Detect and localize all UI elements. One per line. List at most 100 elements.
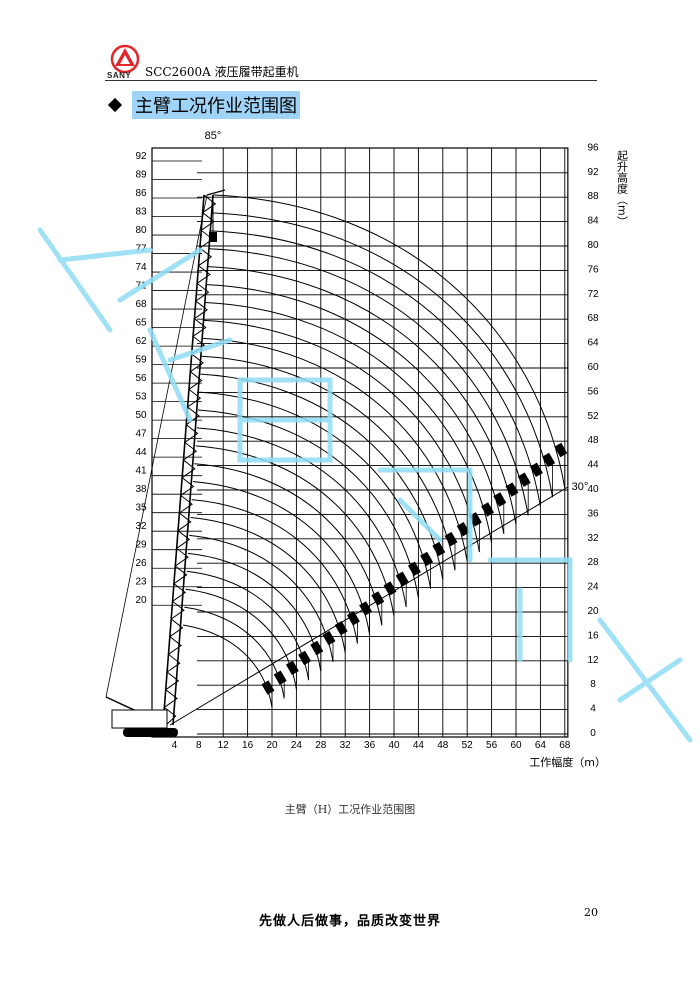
hook-block-icon [261,680,275,695]
x-tick-label: 64 [535,740,547,751]
x-tick-label: 40 [388,740,400,751]
height-tick-label: 8 [590,679,596,690]
height-tick-label: 40 [587,484,599,495]
range-curve [200,373,444,580]
range-curve [202,337,468,562]
height-tick-label: 0 [590,728,596,739]
x-tick-label: 56 [486,740,498,751]
x-tick-label: 68 [559,740,571,751]
boom-length-label: 29 [135,540,147,551]
watermark-stroke [147,327,233,423]
min-angle-line [169,486,569,726]
x-tick-label: 32 [340,740,352,751]
hook-block-icon [371,591,385,606]
watermark [37,227,693,743]
boom-length-label: 89 [135,170,147,181]
boom-lattice [163,194,217,726]
boom-length-label: 86 [135,188,147,199]
range-curve [211,212,554,498]
hook-block-icon [298,650,312,666]
hook-icon [209,232,217,242]
boom-length-label: 35 [135,503,147,514]
height-tick-label: 32 [587,533,599,544]
hook-block-icon [493,492,507,507]
boom-length-label: 26 [135,558,147,569]
boom-length-label: 80 [135,225,147,236]
hook-block-icon [310,640,324,656]
hook-block-icon [285,660,299,675]
height-tick-label: 76 [587,264,599,275]
height-tick-label: 12 [587,655,599,666]
height-tick-label: 60 [587,362,599,373]
height-tick-label: 36 [587,508,599,519]
document-model-title: SCC2600A 液压履带起重机 [145,65,299,79]
height-tick-label: 72 [587,289,599,300]
x-tick-label: 24 [291,740,303,751]
hook-block-icon [444,531,458,547]
section-heading: 主臂工况作业范围图 [107,91,300,119]
pendant-line [105,194,208,698]
page-number: 20 [584,906,598,919]
x-tick-label: 48 [437,740,449,751]
range-curve [194,463,383,626]
x-tick-label: 60 [510,740,522,751]
height-tick-label: 48 [587,435,599,446]
range-curve [195,445,395,617]
hook-block-icon [456,522,470,537]
hook-block-icon [420,551,434,567]
boom-length-label: 83 [135,207,147,218]
height-tick-label: 68 [587,313,599,324]
watermark-stroke [597,617,693,743]
boom-length-label: 59 [135,355,147,366]
hook-block-icon [432,541,446,557]
boom-length-label: 47 [135,429,147,440]
range-curve [196,427,407,608]
watermark-stroke [487,557,573,663]
hook-block-icon [273,670,287,685]
height-tick-label: 44 [587,460,599,471]
sany-logo [110,44,140,74]
range-curve [197,409,419,598]
height-tick-label: 96 [587,142,599,153]
range-curve [210,230,541,507]
boom-angle-label: 85° [205,130,222,142]
axis-labels: 4 8 12 16 20 24 28 32 36 40 44 48 52 56 60 64 6896928884… [135,130,628,769]
crane-drawing [105,189,226,737]
range-curve [199,391,432,589]
x-tick-label: 20 [266,740,278,751]
hook-block-icon [346,611,360,626]
watermark-stroke [237,377,333,463]
y-axis-label: 起升高度（m） [616,150,629,227]
header-divider [105,80,597,81]
range-curve [212,194,566,489]
hook-block-icon [322,630,336,646]
range-curve [204,319,480,553]
x-tick-label: 4 [172,740,178,751]
boom-length-label: 38 [135,484,147,495]
hook-block-icon [395,571,409,586]
range-curve [192,481,371,635]
x-tick-label: 52 [462,740,474,751]
height-tick-label: 80 [587,240,599,251]
boom-length-label: 65 [135,318,147,329]
boom-length-label: 68 [135,299,147,310]
boom-length-label: 74 [135,262,147,273]
hook-block-icon [517,472,531,487]
height-tick-label: 52 [587,411,599,422]
watermark-stroke [377,467,473,563]
boom-length-label: 44 [135,447,147,458]
brand-name: SANY [107,71,132,80]
boom-length-label: 32 [135,521,147,532]
height-tick-label: 16 [587,630,599,641]
range-curve [206,284,505,534]
boom-tip [206,189,226,196]
height-tick-label: 28 [587,557,599,568]
working-range-curves [169,194,569,726]
hook-block-icon [542,452,556,468]
height-tick-label: 92 [587,167,599,178]
range-curve [182,624,273,708]
x-tick-label: 16 [242,740,254,751]
range-curve [190,517,346,653]
boom-length-label: 92 [135,151,147,162]
range-curve [209,248,529,516]
